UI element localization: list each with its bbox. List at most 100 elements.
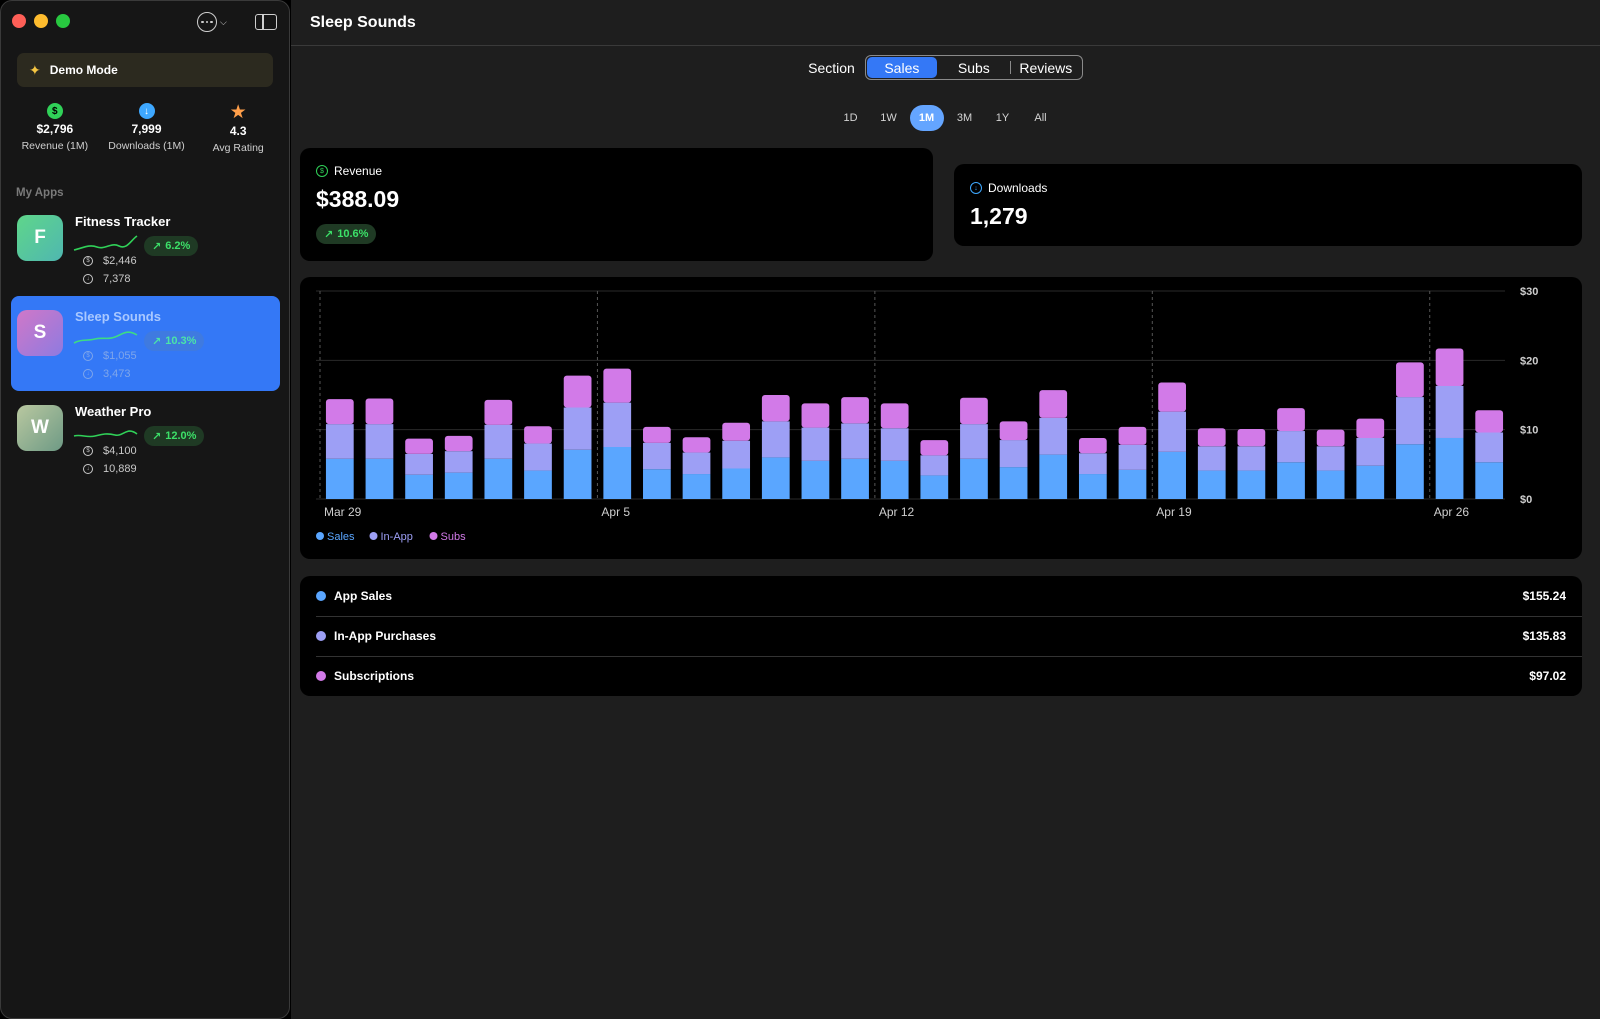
bar-segment-sales [484,458,513,499]
change-value: 10.3% [165,335,197,347]
bar-segment-sales [325,458,354,499]
breakdown-row-in-app: In-App Purchases $135.83 [316,616,1566,656]
sidebar-toggle-icon[interactable] [255,14,277,30]
breakdown-label: App Sales [334,589,393,603]
downloads-card-title: ↓ Downloads [970,181,1047,195]
bar-segment-in-app [1356,437,1385,466]
bar-segment-in-app [643,442,671,470]
bar-segment-sales [761,457,790,499]
bar-segment-in-app [405,453,433,475]
main-content: Sleep Sounds Section Sales Subs Reviews … [291,0,1600,1019]
revenue-value: $4,100 [103,445,137,457]
bar-segment-subs [1078,437,1107,454]
bar-segment-sales [1237,470,1266,499]
bar-segment-subs [1475,410,1504,433]
bar-segment-sales [405,474,433,499]
range-1d[interactable]: 1D [843,112,858,124]
minimize-window-button[interactable] [34,14,48,28]
bar-segment-sales [1356,465,1385,499]
demo-mode-banner[interactable]: ✦ Demo Mode [17,53,273,87]
zoom-window-button[interactable] [56,14,70,28]
stat-rating: ★ 4.3 Avg Rating [192,102,284,155]
bar-segment-subs [643,426,671,443]
stat-label: Downloads (1M) [108,140,185,152]
bar-segment-subs [722,422,751,441]
stat-label: Avg Rating [212,142,264,154]
sparkles-icon: ✦ [29,61,41,78]
bar-segment-in-app [761,421,790,458]
app-downloads: ↓ 10,889 [83,463,137,475]
bar-segment-in-app [1277,431,1305,463]
tab-subs[interactable]: Subs [957,59,990,76]
downloads-value: 1,279 [970,203,1028,229]
bar-segment-subs [444,435,473,452]
bar-segment-in-app [1316,446,1345,471]
dollar-icon: $ [83,351,93,361]
x-tick-label: Apr 26 [1434,505,1470,519]
bar-segment-sales [841,458,869,499]
app-icon: F [17,215,63,261]
bar-segment-in-app [1396,397,1424,445]
app-downloads: ↓ 7,378 [83,273,131,285]
bar-segment-sales [920,475,949,499]
app-item-fitness-tracker[interactable]: F Fitness Tracker ↗ 6.2% $ $2,446 ↓ 7,37… [11,201,280,296]
close-window-button[interactable] [12,14,26,28]
download-icon: ↓ [83,274,93,284]
breakdown-value: $155.24 [1522,589,1566,603]
range-3m[interactable]: 3M [956,112,973,124]
bar-segment-subs [405,438,433,454]
bar-segment-subs [1237,428,1266,447]
revenue-value: $388.09 [316,186,400,212]
range-all[interactable]: All [1034,112,1047,124]
range-1w[interactable]: 1W [880,112,897,124]
x-tick-label: Apr 19 [1156,505,1192,519]
my-apps-header: My Apps [16,187,64,199]
change-badge: ↗ 6.2% [144,236,199,256]
bar-segment-in-app [1237,446,1266,471]
bar-segment-subs [524,426,552,444]
stat-downloads: ↓ 7,999 Downloads (1M) [101,103,193,154]
bar-segment-sales [1158,451,1186,499]
app-name: Sleep Sounds [75,309,161,324]
bar-segment-in-app [722,440,751,469]
more-menu-button[interactable]: ⌵ [197,12,227,32]
app-item-sleep-sounds[interactable]: S Sleep Sounds ↗ 10.3% $ $1,055 ↓ 3,473 [11,296,280,391]
y-tick-label: $20 [1520,355,1538,367]
range-1y[interactable]: 1Y [995,112,1010,124]
bar-segment-subs [761,395,790,422]
bar-segment-in-app [1118,444,1147,470]
bar-segment-subs [880,403,909,429]
bar-segment-sales [1435,437,1464,499]
dollar-icon: $ [316,165,328,177]
divider [316,616,1582,617]
tab-reviews[interactable]: Reviews [1009,56,1082,79]
dollar-icon: $ [83,446,93,456]
stat-value: $2,796 [36,122,74,136]
bar-segment-subs [1039,390,1068,418]
download-icon: ↓ [83,464,93,474]
section-label: Section [808,59,855,76]
bar-segment-sales [999,467,1028,499]
bar-segment-in-app [1158,411,1186,452]
legend-label: Subs [441,531,467,543]
range-1m[interactable]: 1M [909,105,944,131]
bar-segment-subs [1435,348,1464,386]
bar-segment-sales [1277,462,1305,499]
change-value: 12.0% [165,430,197,442]
bar-segment-in-app [444,451,473,473]
download-icon: ↓ [970,182,982,194]
divider [316,656,1582,657]
tab-sales[interactable]: Sales [866,57,937,78]
bar-segment-in-app [682,452,711,475]
breakdown-row-app-sales: App Sales $155.24 [316,576,1566,616]
bar-segment-in-app [920,455,949,476]
app-item-weather-pro[interactable]: W Weather Pro ↗ 12.0% $ $4,100 ↓ 10,889 [11,391,280,486]
arrow-up-right-icon: ↗ [152,335,162,348]
revenue-value: $1,055 [103,350,137,362]
bar-segment-subs [920,440,949,456]
stat-value: 4.3 [229,124,247,138]
bar-segment-subs [484,399,513,425]
bar-segment-sales [1316,470,1345,499]
breakdown-label: Subscriptions [334,669,415,683]
bar-segment-in-app [960,424,988,459]
